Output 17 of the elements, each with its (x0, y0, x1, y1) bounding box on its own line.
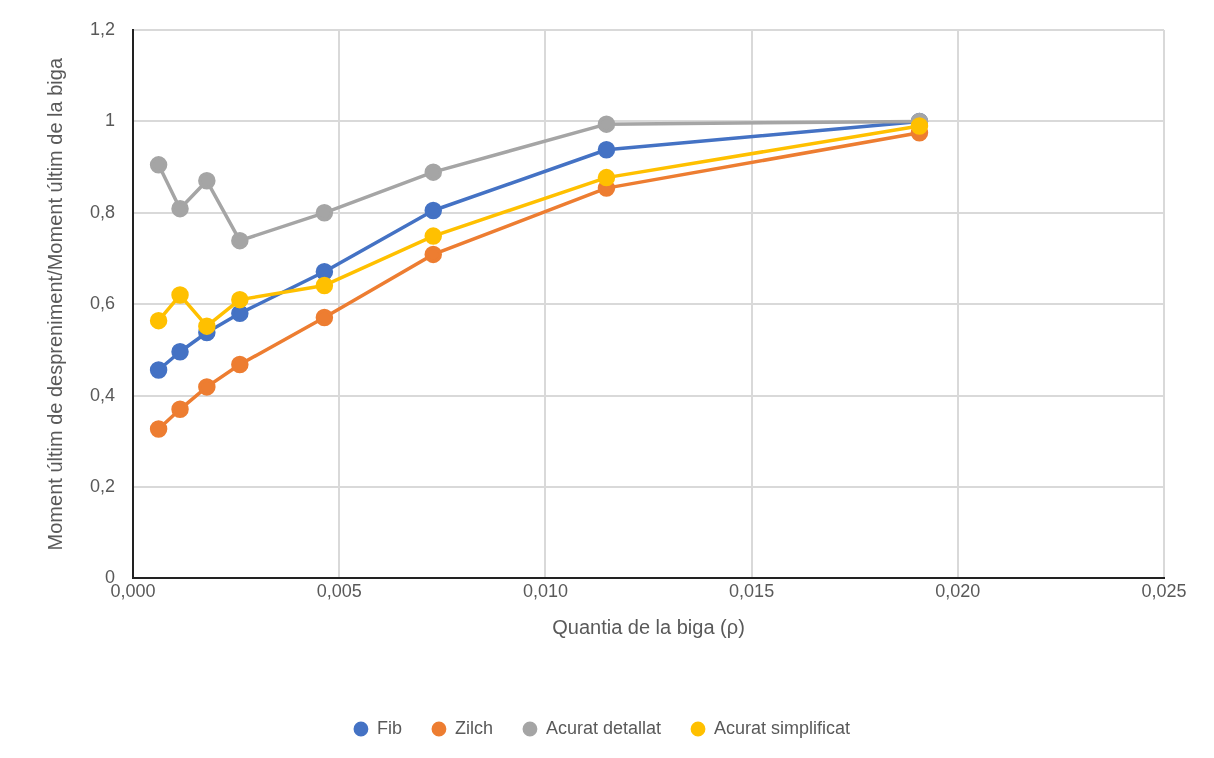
x-axis-title: Quantia de la biga (ρ) (552, 615, 745, 638)
y-tick-label: 1 (105, 110, 116, 131)
legend-label: Zilch (454, 717, 493, 738)
y-tick-label: 0,8 (89, 201, 116, 222)
x-tick-label: 0,025 (1141, 581, 1187, 602)
y-tick-label: 0,6 (89, 293, 116, 314)
y-tick-label: 0,4 (89, 384, 116, 405)
y-tick-label: 0,2 (89, 475, 116, 496)
legend-label: Acurat detallat (545, 717, 662, 738)
x-tick-label: 0,005 (316, 581, 362, 602)
y-tick-label: 1,2 (89, 18, 116, 39)
x-tick-label: 0,015 (729, 581, 775, 602)
x-tick-label: 0,020 (935, 581, 981, 602)
legend-label: Fib (376, 717, 402, 738)
legend-label: Acurat simplificat (714, 717, 851, 738)
x-tick-label: 0,010 (522, 581, 568, 602)
y-axis-title: Moment últim de despreniment/Moment últim de la biga (43, 57, 66, 551)
